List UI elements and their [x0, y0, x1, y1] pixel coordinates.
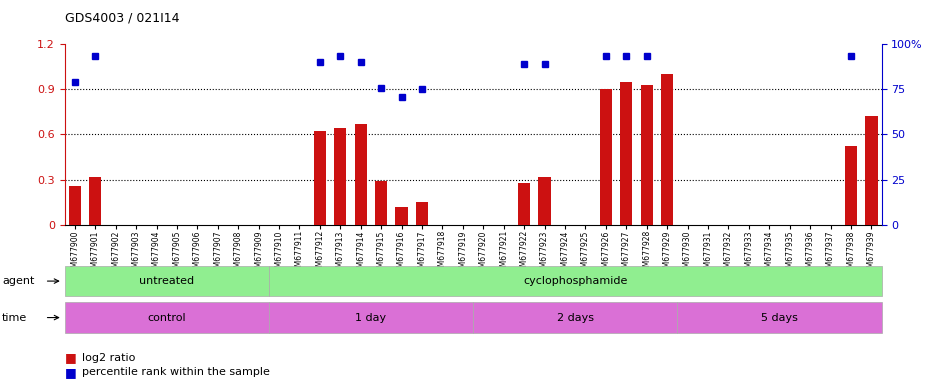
- Text: control: control: [147, 313, 186, 323]
- Bar: [375, 181, 388, 225]
- Text: 2 days: 2 days: [557, 313, 594, 323]
- Bar: [395, 207, 408, 225]
- Text: ■: ■: [65, 366, 76, 379]
- Text: 1 day: 1 day: [355, 313, 387, 323]
- Bar: [89, 177, 102, 225]
- Text: GDS4003 / 021I14: GDS4003 / 021I14: [65, 12, 180, 25]
- Text: ■: ■: [65, 351, 76, 364]
- Bar: [314, 131, 326, 225]
- Text: time: time: [2, 313, 28, 323]
- Bar: [334, 128, 347, 225]
- Bar: [68, 185, 81, 225]
- Bar: [599, 89, 612, 225]
- Text: 5 days: 5 days: [761, 313, 798, 323]
- Bar: [518, 182, 530, 225]
- Bar: [354, 124, 367, 225]
- Bar: [661, 74, 674, 225]
- Text: log2 ratio: log2 ratio: [82, 353, 135, 363]
- Text: untreated: untreated: [139, 276, 195, 286]
- Text: percentile rank within the sample: percentile rank within the sample: [82, 367, 270, 377]
- Text: agent: agent: [2, 276, 34, 286]
- Bar: [865, 116, 878, 225]
- Bar: [539, 177, 551, 225]
- Bar: [845, 146, 857, 225]
- Text: cyclophosphamide: cyclophosphamide: [523, 276, 627, 286]
- Bar: [620, 82, 633, 225]
- Bar: [416, 202, 428, 225]
- Bar: [640, 85, 653, 225]
